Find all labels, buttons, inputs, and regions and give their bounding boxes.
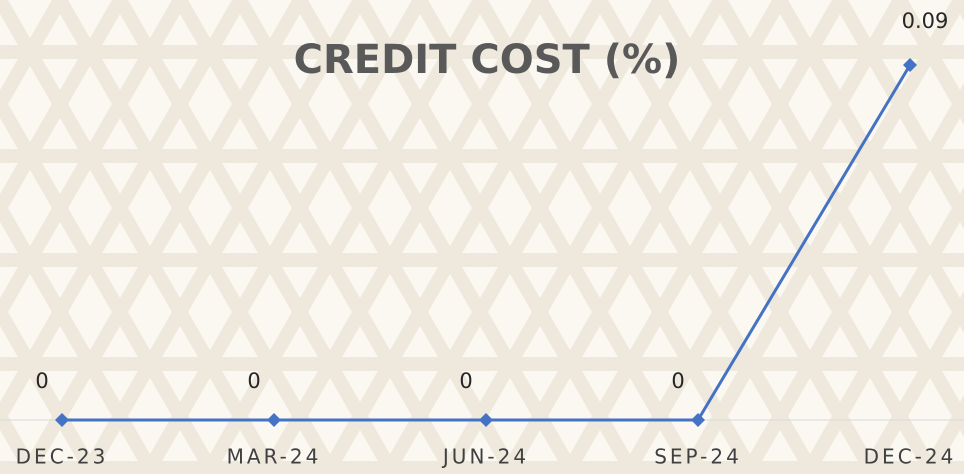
x-tick-label: DEC-24	[864, 445, 957, 469]
data-label: 0.09	[902, 9, 949, 33]
marker	[691, 413, 705, 427]
marker	[55, 413, 69, 427]
x-tick-label: SEP-24	[654, 445, 742, 469]
data-label: 0	[459, 369, 472, 393]
x-tick-label: JUN-24	[441, 445, 529, 469]
data-label: 0	[671, 369, 684, 393]
marker	[903, 58, 917, 72]
marker	[479, 413, 493, 427]
data-label: 0	[35, 369, 48, 393]
marker	[267, 413, 281, 427]
chart-title: CREDIT COST (%)	[294, 37, 681, 83]
x-tick-label: DEC-23	[16, 445, 109, 469]
data-label: 0	[247, 369, 260, 393]
x-tick-label: MAR-24	[227, 445, 322, 469]
